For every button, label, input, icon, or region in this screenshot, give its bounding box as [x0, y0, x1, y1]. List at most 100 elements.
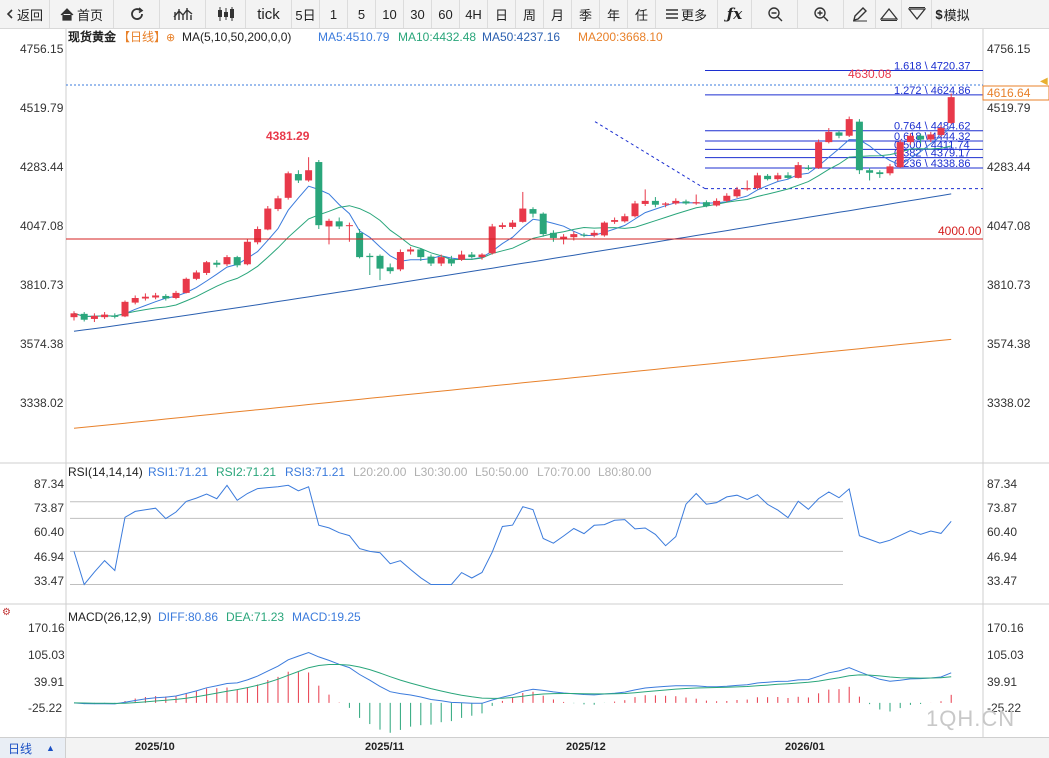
candle-body	[284, 173, 292, 198]
rsi1-value: RSI1:71.21	[148, 465, 208, 479]
candle-body	[682, 201, 690, 204]
watermark: 1QH.CN	[926, 706, 1016, 731]
candle-body	[182, 278, 190, 293]
chart-frame	[0, 29, 1049, 737]
zoom-in-button[interactable]	[798, 0, 844, 28]
last-high-label: 4630.08	[848, 67, 892, 81]
ma5-value: MA5:4510.79	[318, 30, 390, 44]
candle-body	[723, 195, 731, 201]
candle-body	[702, 202, 710, 206]
candle-body	[345, 225, 353, 227]
level-4000-label: 4000.00	[938, 224, 982, 238]
macd-dea: DEA:71.23	[226, 610, 284, 624]
zoom-out-icon	[767, 6, 783, 22]
refresh-button[interactable]	[114, 0, 160, 28]
period-30min[interactable]: 30	[404, 0, 432, 28]
candle-body	[213, 262, 221, 265]
candle-body	[294, 174, 302, 181]
macd-tick-right: 39.91	[987, 675, 1017, 689]
chart-area[interactable]: 现货黄金 【日线】 ⊕ MA(5,10,50,200,0,0) MA5:4510…	[0, 29, 1049, 737]
period-week[interactable]: 周	[516, 0, 544, 28]
candle-body	[672, 200, 680, 204]
price-tick-left: 3810.73	[20, 278, 64, 292]
rsi-axis: 87.34 87.34 73.87 73.87 60.40 60.40 46.9…	[34, 477, 1017, 588]
candle-body	[876, 172, 884, 175]
bar-chart-icon	[172, 6, 193, 22]
candle-body	[692, 202, 700, 204]
candle-body	[611, 220, 619, 222]
candle-body	[896, 142, 904, 168]
price-marker-icon: ◀	[1040, 76, 1048, 87]
ma-params: MA(5,10,50,200,0,0)	[182, 30, 291, 44]
price-tick-right: 3810.73	[987, 278, 1031, 292]
price-tick-left: 4047.08	[20, 219, 64, 233]
period-day[interactable]: 日	[488, 0, 516, 28]
period-5min[interactable]: 5	[348, 0, 376, 28]
indicator-button[interactable]	[160, 0, 206, 28]
fibonacci-tool[interactable]: 1.618 \ 4720.371.272 \ 4624.860.764 \ 44…	[594, 60, 983, 190]
draw-button[interactable]	[844, 0, 876, 28]
period-1min[interactable]: 1	[320, 0, 348, 28]
price-tick-left: 3338.02	[20, 396, 64, 410]
rsi-lines	[73, 484, 952, 586]
price-tick-right: 3574.38	[987, 337, 1031, 351]
macd-params: MACD(26,12,9)	[68, 610, 151, 624]
simulate-button[interactable]: $ 模拟	[932, 0, 973, 28]
candle-body	[80, 313, 88, 320]
settings-icon: ⊕	[166, 32, 175, 44]
candle-body	[233, 257, 241, 266]
candle-type-button[interactable]	[206, 0, 246, 28]
rsi-tick-right: 73.87	[987, 501, 1017, 515]
candle-body	[305, 170, 313, 181]
candle-body	[407, 249, 415, 252]
current-price-label: 4616.64	[987, 86, 1031, 100]
candle-body	[274, 198, 282, 210]
price-tick-left: 4283.44	[20, 160, 64, 174]
candle-body	[519, 208, 527, 222]
rsi3-value: RSI3:71.21	[285, 465, 345, 479]
period-select[interactable]: 日线 ▲	[0, 738, 66, 758]
candle-body	[906, 135, 914, 143]
tick-button[interactable]: tick	[246, 0, 292, 28]
period-select-label: 日线	[8, 741, 33, 756]
rsi-tick-right: 87.34	[987, 477, 1017, 491]
rsi-params: RSI(14,14,14)	[68, 465, 143, 479]
macd-tick-left: -25.22	[28, 701, 62, 715]
candle-body	[825, 131, 833, 143]
period-10min[interactable]: 10	[376, 0, 404, 28]
more-button[interactable]: 更多	[656, 0, 718, 28]
simulate-label: 模拟	[943, 7, 970, 23]
home-button[interactable]: 首页	[50, 0, 114, 28]
macd-diff-line	[73, 651, 952, 705]
period-month[interactable]: 月	[544, 0, 572, 28]
period-4h[interactable]: 4H	[460, 0, 488, 28]
triangle-up-icon	[879, 7, 898, 21]
toolbar: 返回 首页 tick 5日 1 5 10 30 60 4H 日 周 月 季 年 …	[0, 0, 1049, 29]
formula-button[interactable]: ƒx	[718, 0, 752, 28]
ma10-line	[73, 145, 952, 318]
scroll-up-button[interactable]	[876, 0, 902, 28]
zoom-in-icon	[813, 6, 829, 22]
period-60min[interactable]: 60	[432, 0, 460, 28]
candle-body	[621, 216, 629, 222]
period-5day[interactable]: 5日	[292, 0, 320, 28]
candle-body	[600, 222, 608, 236]
rsi-l30: L30:30.00	[414, 465, 468, 479]
fib-level-label: 0.500 \ 4411.74	[894, 139, 970, 151]
candle-body	[804, 167, 812, 169]
rsi-l80: L80:80.00	[598, 465, 652, 479]
price-tick-left: 3574.38	[20, 337, 64, 351]
candle-body	[488, 226, 496, 254]
candle-body	[509, 222, 517, 227]
candle-body	[478, 254, 486, 258]
candle-body	[458, 254, 466, 260]
candle-body	[794, 165, 802, 178]
candle-body	[590, 232, 598, 236]
back-button[interactable]: 返回	[0, 0, 50, 28]
scroll-down-button[interactable]	[902, 0, 932, 28]
period-year[interactable]: 年	[600, 0, 628, 28]
period-custom[interactable]: 任	[628, 0, 656, 28]
period-quarter[interactable]: 季	[572, 0, 600, 28]
zoom-out-button[interactable]	[752, 0, 798, 28]
menu-icon	[665, 9, 678, 19]
